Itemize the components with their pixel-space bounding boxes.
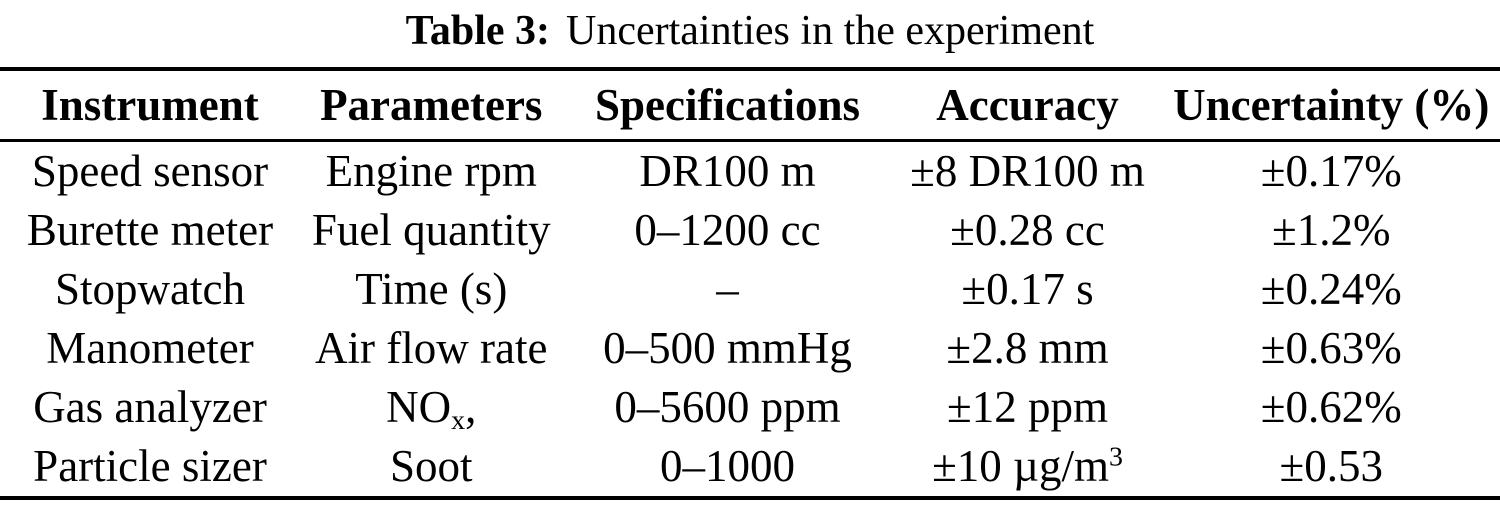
cell-parameters: Time (s)	[355, 264, 508, 314]
cell-specifications: –	[716, 264, 739, 314]
cell-uncertainty: ±0.62%	[1260, 382, 1402, 432]
cell-uncertainty: ±0.24%	[1260, 264, 1402, 314]
cell-accuracy: ±0.17 s	[961, 264, 1094, 314]
cell-instrument: Particle sizer	[33, 441, 267, 491]
cell-accuracy: ±8 DR100 m	[910, 146, 1145, 196]
cell-parameters: Engine rpm	[325, 146, 537, 196]
cell-instrument: Burette meter	[26, 205, 274, 255]
nox-tail: ,	[465, 382, 477, 432]
header-specifications: Specifications	[562, 69, 893, 142]
cell-specifications: DR100 m	[639, 146, 816, 196]
cell-instrument: Gas analyzer	[33, 382, 267, 432]
cell-specifications: 0–500 mmHg	[603, 323, 852, 373]
table-caption-label: Table 3:	[405, 8, 550, 54]
cell-specifications: 0–1200 cc	[634, 205, 821, 255]
nox-subscript: x	[451, 404, 466, 436]
cell-accuracy: ±2.8 mm	[946, 323, 1109, 373]
uncertainties-table: Instrument Parameters Specifications Acc…	[0, 67, 1500, 500]
cell-instrument: Stopwatch	[55, 264, 245, 314]
header-parameters: Parameters	[300, 69, 563, 142]
cell-uncertainty: ±0.17%	[1260, 146, 1402, 196]
cell-uncertainty: ±0.63%	[1260, 323, 1402, 373]
table-row: Stopwatch Time (s) – ±0.17 s ±0.24%	[0, 260, 1500, 319]
nox-base: NO	[386, 382, 452, 432]
table-row: Particle sizer Soot 0–1000 ±10 µg/m3 ±0.…	[0, 437, 1500, 498]
cell-specifications: 0–1000	[660, 441, 795, 491]
table-header-row: Instrument Parameters Specifications Acc…	[0, 69, 1500, 142]
table-row: Manometer Air flow rate 0–500 mmHg ±2.8 …	[0, 319, 1500, 378]
table-row: Gas analyzer NOx, 0–5600 ppm ±12 ppm ±0.…	[0, 378, 1500, 437]
accuracy-base: ±10 µg/m	[932, 441, 1109, 491]
cell-uncertainty: ±1.2%	[1272, 205, 1391, 255]
header-uncertainty: Uncertainty (%)	[1162, 69, 1500, 142]
cell-instrument: Manometer	[46, 323, 254, 373]
header-accuracy: Accuracy	[892, 69, 1163, 142]
header-instrument: Instrument	[0, 69, 300, 142]
cell-uncertainty: ±0.53	[1279, 441, 1383, 491]
cell-accuracy: ±0.28 cc	[950, 205, 1105, 255]
cell-parameters: Air flow rate	[315, 323, 548, 373]
cell-parameters: NOx,	[300, 378, 563, 437]
cell-instrument: Speed sensor	[31, 146, 269, 196]
table-caption-text: Uncertainties in the experiment	[566, 8, 1095, 54]
table-row: Speed sensor Engine rpm DR100 m ±8 DR100…	[0, 141, 1500, 202]
cell-accuracy: ±10 µg/m3	[893, 437, 1163, 498]
table-caption: Table 3: Uncertainties in the experiment	[0, 0, 1500, 67]
cell-accuracy: ±12 ppm	[947, 382, 1108, 432]
table-row: Burette meter Fuel quantity 0–1200 cc ±0…	[0, 201, 1500, 260]
cell-specifications: 0–5600 ppm	[614, 382, 841, 432]
cell-parameters: Soot	[389, 441, 473, 491]
cell-parameters: Fuel quantity	[311, 205, 551, 255]
accuracy-superscript: 3	[1108, 441, 1123, 473]
